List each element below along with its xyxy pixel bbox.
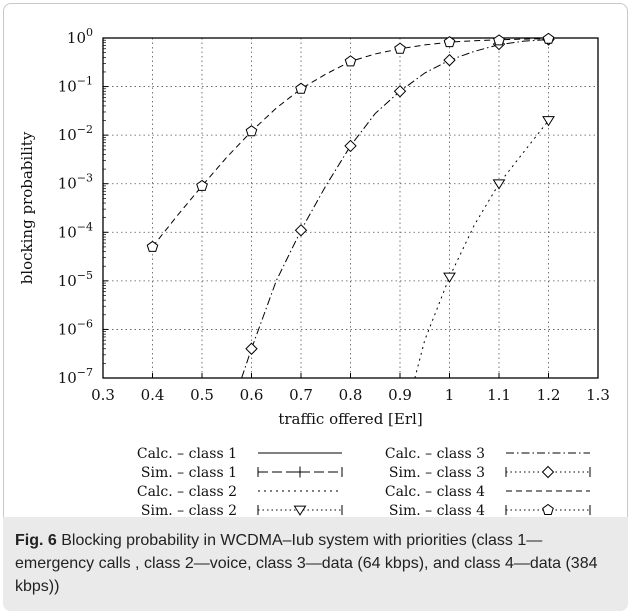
axis-ticks: 0.3 0.4 0.5 0.6 0.7 0.8 0.9 1 1.1 1.2 1.3 10−7 10−6 1… bbox=[58, 26, 610, 404]
legend-entry: Sim. – class 4 bbox=[389, 503, 591, 517]
legend-marker bbox=[541, 465, 555, 479]
marker-layer bbox=[146, 32, 555, 355]
legend-label: Sim. – class 4 bbox=[389, 503, 485, 517]
legend: Calc. – class 1 Sim. – class 1 Calc. – cla… bbox=[137, 446, 591, 517]
blocking-probability-chart: 0.3 0.4 0.5 0.6 0.7 0.8 0.9 1 1.1 1.2 1.3 10−7 10−6 1… bbox=[18, 26, 610, 517]
series-6-point bbox=[294, 224, 308, 237]
x-tick-label: 0.3 bbox=[91, 386, 115, 404]
x-tick-label: 0.4 bbox=[141, 386, 165, 404]
x-tick-label: 1 bbox=[445, 386, 455, 404]
y-tick-label: 10−4 bbox=[58, 220, 93, 241]
legend-entry: Calc. – class 1 bbox=[137, 446, 342, 462]
y-tick-label: 100 bbox=[67, 26, 93, 47]
legend-marker bbox=[542, 503, 554, 515]
grid bbox=[103, 38, 598, 378]
x-axis-label: traffic offered [Erl] bbox=[278, 410, 422, 428]
series-4-point bbox=[542, 116, 555, 127]
series-3-line bbox=[414, 120, 549, 378]
y-tick-label: 10−3 bbox=[58, 172, 93, 193]
legend-entry: Sim. – class 3 bbox=[389, 465, 591, 481]
caption-label: Fig. 6 bbox=[15, 532, 57, 549]
legend-entry: Sim. – class 2 bbox=[141, 503, 343, 517]
series-4-point bbox=[492, 179, 506, 190]
series-8-point bbox=[146, 240, 159, 252]
x-tick-label: 0.9 bbox=[388, 386, 412, 404]
legend-label: Calc. – class 3 bbox=[385, 446, 485, 462]
figure-caption: Fig. 6 Blocking probability in WCDMA–Iub… bbox=[3, 517, 628, 611]
series-8-point bbox=[542, 32, 555, 44]
x-tick-label: 1.2 bbox=[537, 386, 561, 404]
legend-entry: Calc. – class 2 bbox=[137, 484, 342, 500]
x-tick-label: 1.3 bbox=[586, 386, 610, 404]
legend-entry: Calc. – class 4 bbox=[385, 484, 590, 500]
legend-label: Sim. – class 1 bbox=[141, 465, 237, 481]
series-6-point bbox=[344, 139, 357, 153]
series-6-point bbox=[245, 342, 258, 355]
series-8-point bbox=[344, 55, 357, 67]
legend-label: Calc. – class 4 bbox=[385, 484, 485, 500]
legend-marker bbox=[294, 466, 306, 478]
caption-text: Blocking probability in WCDMA–Iub system… bbox=[15, 532, 598, 595]
x-tick-label: 0.8 bbox=[339, 386, 363, 404]
series-8-point bbox=[443, 36, 456, 48]
y-tick-label: 10−6 bbox=[58, 317, 93, 338]
x-tick-label: 0.5 bbox=[190, 386, 214, 404]
x-tick-label: 0.6 bbox=[240, 386, 264, 404]
legend-marker bbox=[293, 505, 307, 516]
y-tick-label: 10−2 bbox=[58, 123, 93, 144]
y-tick-label: 10−5 bbox=[58, 269, 93, 290]
legend-entry: Sim. – class 1 bbox=[141, 465, 343, 481]
series-8-point bbox=[245, 125, 258, 137]
figure-frame bbox=[3, 3, 628, 611]
x-tick-label: 0.7 bbox=[289, 386, 313, 404]
x-tick-label: 1.1 bbox=[487, 386, 511, 404]
legend-label: Calc. – class 2 bbox=[137, 484, 237, 500]
y-axis-label: blocking probability bbox=[18, 131, 36, 284]
series-6-point bbox=[393, 85, 407, 98]
series-8-point bbox=[493, 34, 505, 46]
series-8-point bbox=[295, 82, 307, 94]
y-tick-label: 10−1 bbox=[58, 75, 93, 96]
legend-label: Sim. – class 3 bbox=[389, 465, 485, 481]
legend-entry: Calc. – class 3 bbox=[385, 446, 590, 462]
y-tick-label: 10−7 bbox=[58, 366, 93, 387]
legend-label: Calc. – class 1 bbox=[137, 446, 237, 462]
series-6-point bbox=[443, 53, 456, 67]
series-4-point bbox=[443, 272, 456, 283]
legend-label: Sim. – class 2 bbox=[141, 503, 237, 517]
series-8-point bbox=[394, 42, 406, 54]
series-8-point bbox=[196, 179, 208, 191]
